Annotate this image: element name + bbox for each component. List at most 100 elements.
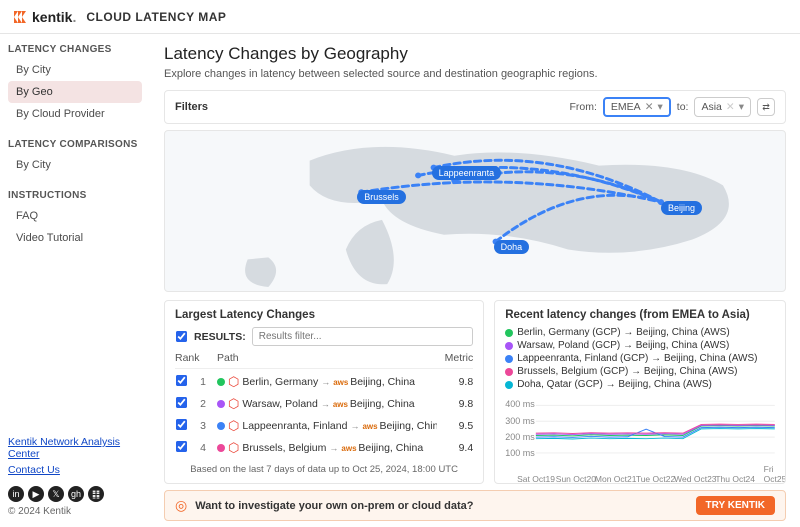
x-axis-label: Thu Oct24: [715, 474, 755, 484]
legend-dot: [505, 342, 513, 350]
rss-icon[interactable]: ䷁: [88, 486, 104, 502]
legend-label: Berlin, Germany (GCP) → Beijing, China (…: [517, 327, 729, 338]
metric-value: 9.8: [437, 376, 473, 388]
largest-changes-panel: Largest Latency Changes RESULTS: Rank Pa…: [164, 300, 484, 484]
social-icons: in ▶ 𝕏 gh ䷁: [8, 486, 142, 502]
map[interactable]: Lappeenranta Brussels Beijing Doha: [164, 130, 786, 292]
map-city-label[interactable]: Beijing: [661, 201, 702, 215]
clear-icon[interactable]: ✕: [645, 101, 654, 113]
try-kentik-button[interactable]: TRY KENTIK: [696, 496, 775, 515]
clear-icon[interactable]: ✕: [726, 101, 735, 113]
arrow-icon: →: [350, 421, 359, 431]
aws-icon: aws: [333, 378, 347, 387]
y-axis-label: 400 ms: [505, 399, 535, 409]
from-select[interactable]: EMEA ✕ ▾: [603, 97, 671, 117]
brand-logo[interactable]: kentik.: [12, 9, 76, 25]
table-row[interactable]: 1 ⬡ Berlin, Germany → aws Beijing, China…: [175, 371, 473, 393]
legend-dot: [505, 329, 513, 337]
sidebar-item-by-cloud-provider[interactable]: By Cloud Provider: [8, 103, 142, 125]
legend-label: Brussels, Belgium (GCP) → Beijing, China…: [517, 366, 737, 377]
footnote: Based on the last 7 days of data up to O…: [175, 464, 473, 475]
series-dot: [217, 444, 225, 452]
legend-label: Warsaw, Poland (GCP) → Beijing, China (A…: [517, 340, 729, 351]
sidebar-item-faq[interactable]: FAQ: [8, 205, 142, 227]
banner-text: Want to investigate your own on-prem or …: [195, 500, 687, 512]
arrow-icon: →: [329, 443, 338, 453]
dst-city: Beijing, China: [350, 376, 415, 388]
sidebar-item-video-tutorial[interactable]: Video Tutorial: [8, 227, 142, 249]
content: Latency Changes by Geography Explore cha…: [150, 34, 800, 527]
to-label: to:: [677, 101, 689, 113]
chevron-down-icon: ▾: [739, 101, 744, 113]
src-city: Brussels, Belgium: [242, 442, 326, 454]
src-city: Warsaw, Poland: [242, 398, 317, 410]
github-icon[interactable]: gh: [68, 486, 84, 502]
y-axis-label: 100 ms: [505, 448, 535, 458]
table-row[interactable]: 3 ⬡ Lappeenranta, Finland → aws Beijing,…: [175, 415, 473, 437]
row-checkbox[interactable]: [176, 441, 187, 452]
map-city-label[interactable]: Doha: [494, 240, 530, 254]
sidebar-section-head: INSTRUCTIONS: [8, 190, 142, 201]
youtube-icon[interactable]: ▶: [28, 486, 44, 502]
cta-banner: ◎ Want to investigate your own on-prem o…: [164, 490, 786, 521]
linkedin-icon[interactable]: in: [8, 486, 24, 502]
kentik-icon: [12, 9, 28, 25]
row-checkbox[interactable]: [176, 397, 187, 408]
results-filter-input[interactable]: [252, 327, 473, 346]
from-value: EMEA: [611, 101, 641, 113]
target-icon: ◎: [175, 497, 187, 514]
sidebar-item-by-geo[interactable]: By Geo: [8, 81, 142, 103]
map-city-label[interactable]: Lappeenranta: [432, 166, 502, 180]
filters-label: Filters: [175, 101, 570, 113]
map-city-label[interactable]: Brussels: [357, 190, 406, 204]
twitter-icon[interactable]: 𝕏: [48, 486, 64, 502]
row-checkbox[interactable]: [176, 419, 187, 430]
x-axis-label: Wed Oct23: [674, 474, 716, 484]
legend-dot: [505, 381, 513, 389]
filters-bar: Filters From: EMEA ✕ ▾ to: Asia ✕ ▾ ⇄: [164, 90, 786, 124]
x-axis-label: Sun Oct20: [556, 474, 596, 484]
col-path: Path: [217, 352, 437, 364]
dst-city: Beijing, China: [350, 398, 415, 410]
results-label: RESULTS:: [194, 331, 246, 343]
legend-item: Warsaw, Poland (GCP) → Beijing, China (A…: [505, 340, 775, 351]
sidebar-item-by-city[interactable]: By City: [8, 154, 142, 176]
sidebar-section-head: LATENCY COMPARISONS: [8, 139, 142, 150]
y-axis-label: 200 ms: [505, 432, 535, 442]
sidebar-link[interactable]: Contact Us: [8, 464, 142, 476]
src-city: Lappeenranta, Finland: [242, 420, 347, 432]
legend-label: Lappeenranta, Finland (GCP) → Beijing, C…: [517, 353, 757, 364]
sidebar-link[interactable]: Kentik Network Analysis Center: [8, 436, 142, 460]
legend-label: Doha, Qatar (GCP) → Beijing, China (AWS): [517, 379, 712, 390]
rank: 4: [189, 442, 217, 454]
to-select[interactable]: Asia ✕ ▾: [694, 97, 751, 117]
col-rank: Rank: [175, 352, 217, 364]
page-subtitle: Explore changes in latency between selec…: [164, 68, 786, 80]
table-row[interactable]: 2 ⬡ Warsaw, Poland → aws Beijing, China …: [175, 393, 473, 415]
topbar: kentik. CLOUD LATENCY MAP: [0, 0, 800, 34]
sidebar-item-by-city[interactable]: By City: [8, 59, 142, 81]
series-dot: [217, 400, 225, 408]
rank: 3: [189, 420, 217, 432]
table-row[interactable]: 5 ⬡ Doha, Qatar → aws Beijing, China 9.2: [175, 459, 473, 460]
sidebar-section-head: LATENCY CHANGES: [8, 44, 142, 55]
recent-title: Recent latency changes (from EMEA to Asi…: [505, 309, 775, 321]
gcp-icon: ⬡: [228, 396, 239, 412]
legend-dot: [505, 368, 513, 376]
rank: 1: [189, 376, 217, 388]
y-axis-label: 300 ms: [505, 416, 535, 426]
from-label: From:: [570, 101, 597, 113]
table-row[interactable]: 4 ⬡ Brussels, Belgium → aws Beijing, Chi…: [175, 437, 473, 459]
app-title: CLOUD LATENCY MAP: [86, 10, 226, 24]
legend-dot: [505, 355, 513, 363]
arrow-icon: →: [321, 399, 330, 409]
copyright: © 2024 Kentik: [8, 506, 142, 517]
chevron-down-icon: ▾: [658, 101, 663, 113]
legend-item: Brussels, Belgium (GCP) → Beijing, China…: [505, 366, 775, 377]
results-checkbox[interactable]: [176, 331, 187, 342]
row-checkbox[interactable]: [176, 375, 187, 386]
legend-item: Doha, Qatar (GCP) → Beijing, China (AWS): [505, 379, 775, 390]
series-dot: [217, 422, 225, 430]
swap-button[interactable]: ⇄: [757, 98, 775, 116]
metric-value: 9.5: [437, 420, 473, 432]
